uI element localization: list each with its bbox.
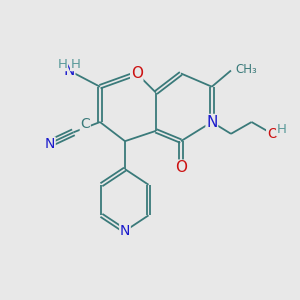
Text: N: N [120, 224, 130, 238]
Text: C: C [80, 117, 90, 131]
Text: CH₃: CH₃ [236, 62, 257, 76]
Text: O: O [175, 160, 187, 175]
Text: N: N [63, 63, 75, 78]
Text: O: O [267, 127, 278, 141]
Text: H: H [277, 123, 286, 136]
Text: H: H [58, 58, 68, 70]
Text: O: O [131, 66, 143, 81]
Text: H: H [70, 58, 80, 70]
Text: N: N [206, 115, 218, 130]
Text: N: N [45, 137, 55, 151]
